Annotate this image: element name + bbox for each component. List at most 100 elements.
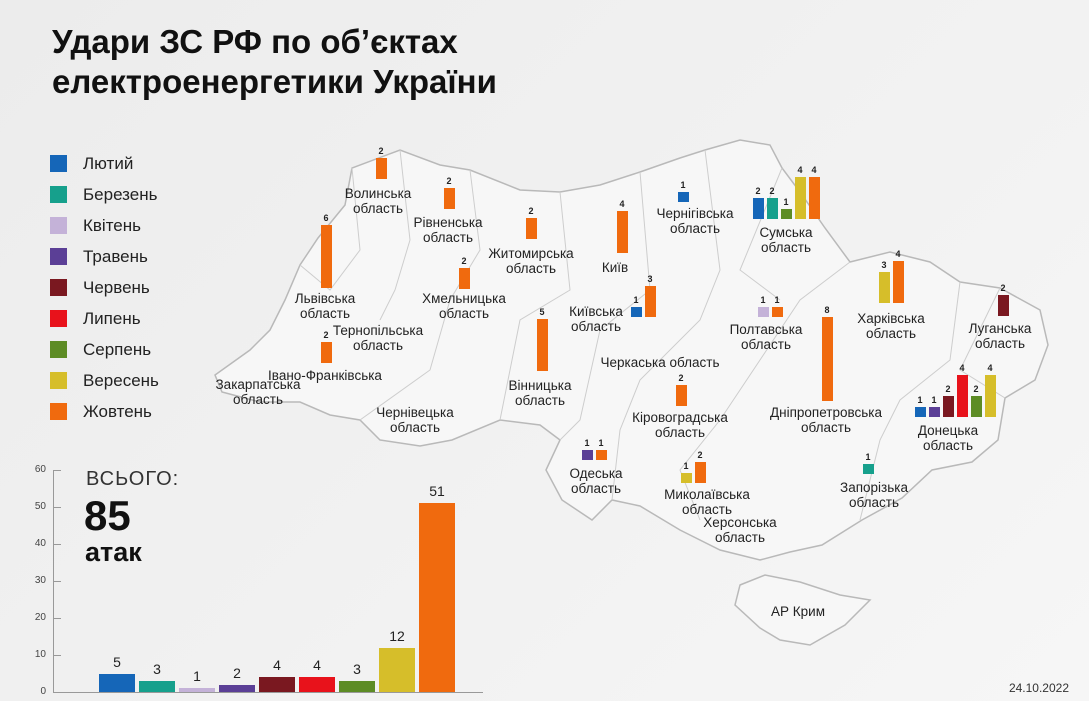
map-bar-value: 1 bbox=[865, 451, 871, 462]
region-label-line: Івано-Франківська bbox=[268, 368, 382, 383]
region-label-line: область bbox=[740, 337, 791, 352]
region-label-line: область bbox=[669, 221, 720, 236]
map-bar-value: 1 bbox=[683, 460, 689, 471]
chart-bar-Лютий bbox=[99, 673, 135, 692]
legend-label: Червень bbox=[83, 277, 150, 297]
region-label-line: Дніпропетровська bbox=[769, 405, 883, 420]
legend-swatch bbox=[50, 217, 67, 234]
map-bar-kyiv-oblast bbox=[644, 285, 656, 317]
map-bar-donetsk bbox=[984, 375, 996, 417]
legend-swatch bbox=[50, 248, 67, 265]
map-bar-donetsk bbox=[928, 406, 940, 417]
y-tick-mark bbox=[53, 470, 61, 471]
map-bar-kirovohrad bbox=[675, 385, 687, 406]
y-tick-mark bbox=[53, 507, 61, 508]
map-bar-poltava bbox=[757, 306, 769, 317]
region-label-luhansk: Луганська область bbox=[969, 321, 1032, 351]
map-bar-value: 2 bbox=[769, 186, 775, 196]
map-bar-value: 2 bbox=[461, 256, 467, 266]
map-bar-value: 2 bbox=[446, 176, 452, 186]
region-label-zakarpattia: Закарпатська область bbox=[216, 377, 301, 407]
map-bar-chernihiv bbox=[677, 191, 689, 202]
region-label-poltava: Полтавська область bbox=[730, 322, 803, 352]
region-label-mykolaiv: Миколаївська область bbox=[664, 487, 750, 517]
map-bar-value: 2 bbox=[945, 384, 951, 394]
y-tick-mark bbox=[53, 544, 61, 545]
map-bar-value: 1 bbox=[783, 196, 789, 207]
region-label-line: область bbox=[923, 438, 973, 453]
region-label-line: Тернопільська bbox=[332, 323, 424, 338]
y-tick-label: 0 bbox=[40, 686, 46, 697]
y-tick-label: 50 bbox=[34, 501, 46, 512]
x-axis bbox=[53, 692, 483, 693]
region-label-line: Черкаська область bbox=[600, 355, 720, 370]
y-tick-mark bbox=[53, 655, 61, 656]
region-label-line: Львівська bbox=[294, 291, 356, 306]
legend-label: Вересень bbox=[83, 370, 159, 390]
region-label-chernivtsi: Чернівецька область bbox=[376, 405, 453, 435]
region-label-line: Одеська bbox=[569, 466, 623, 481]
region-label-kyiv-oblast: Київська область bbox=[569, 304, 623, 334]
map-bar-rivne bbox=[443, 188, 455, 209]
region-label-vinnytsia: Вінницька область bbox=[509, 378, 572, 408]
legend-label: Липень bbox=[83, 308, 141, 328]
map-bar-khmelnytskyi bbox=[458, 268, 470, 289]
map-bar-value: 4 bbox=[619, 199, 625, 209]
region-label-line: Херсонська bbox=[703, 515, 777, 530]
map-bar-value: 3 bbox=[881, 259, 887, 270]
map-bar-sumy bbox=[766, 198, 778, 219]
title-line: електроенергетики України bbox=[52, 63, 497, 100]
region-label-ternopil: Тернопільська область bbox=[333, 323, 423, 353]
region-label-kirovohrad: Кіровоградська область bbox=[632, 410, 728, 440]
region-label-line: область bbox=[714, 530, 765, 545]
region-label-line: Київська bbox=[569, 304, 623, 319]
map-bar-odesa bbox=[581, 449, 593, 460]
total-value: 85 bbox=[84, 492, 131, 539]
y-tick-mark bbox=[53, 618, 61, 619]
region-label-line: область bbox=[353, 338, 403, 353]
region-label-line: Рівненська bbox=[413, 215, 483, 230]
ukraine-mainland bbox=[214, 139, 1049, 561]
legend: Лютий Березень Квітень Травень Червень Липень… bbox=[50, 148, 159, 427]
chart-bar-value: 3 bbox=[153, 660, 161, 677]
region-label-line: Харківська bbox=[857, 311, 925, 326]
region-label-line: область bbox=[571, 481, 621, 496]
map-bar-value: 2 bbox=[528, 206, 534, 216]
page-title: Удари ЗС РФ по об’єктах електроенергетик… bbox=[52, 22, 497, 102]
map-bar-value: 1 bbox=[917, 394, 923, 405]
region-label-kyiv-city: Київ bbox=[602, 260, 628, 275]
region-label-line: Чернігівська bbox=[656, 206, 734, 221]
region-label-line: Закарпатська bbox=[215, 377, 301, 392]
region-label-line: Луганська bbox=[968, 321, 1032, 336]
region-label-dnipro: Дніпропетровська область bbox=[770, 405, 882, 435]
map-bar-value: 1 bbox=[931, 394, 937, 405]
region-label-odesa: Одеська область bbox=[569, 466, 622, 496]
y-tick-label: 20 bbox=[34, 612, 46, 623]
map-bar-value: 1 bbox=[598, 437, 604, 448]
chart-bar-value: 3 bbox=[353, 660, 361, 677]
legend-item: Березень bbox=[50, 179, 159, 210]
y-tick-label: 40 bbox=[34, 538, 46, 549]
map-bar-volyn bbox=[375, 158, 387, 179]
region-label-line: область bbox=[438, 306, 489, 321]
region-label-line: область bbox=[654, 425, 705, 440]
legend-item: Жовтень bbox=[50, 396, 159, 427]
map-bar-kyiv-oblast bbox=[630, 306, 642, 317]
legend-swatch bbox=[50, 341, 67, 358]
region-label-line: область bbox=[570, 319, 621, 334]
chart-bar-value: 5 bbox=[113, 653, 121, 670]
map-bar-lviv bbox=[320, 225, 332, 288]
legend-swatch bbox=[50, 155, 67, 172]
region-label-volyn: Волинська область bbox=[345, 186, 412, 216]
region-label-line: область bbox=[300, 306, 350, 321]
map-bar-value: 2 bbox=[1000, 283, 1006, 293]
region-label-chernihiv: Чернігівська область bbox=[657, 206, 734, 236]
chart-bar-value: 12 bbox=[389, 627, 405, 644]
y-tick-label: 60 bbox=[34, 464, 46, 475]
chart-bar-Травень bbox=[219, 684, 255, 692]
map-bar-value: 8 bbox=[824, 305, 830, 315]
region-label-line: Житомирська bbox=[488, 246, 574, 261]
region-label-donetsk: Донецька область bbox=[918, 423, 978, 453]
chart-bar-Серпень bbox=[339, 680, 375, 692]
